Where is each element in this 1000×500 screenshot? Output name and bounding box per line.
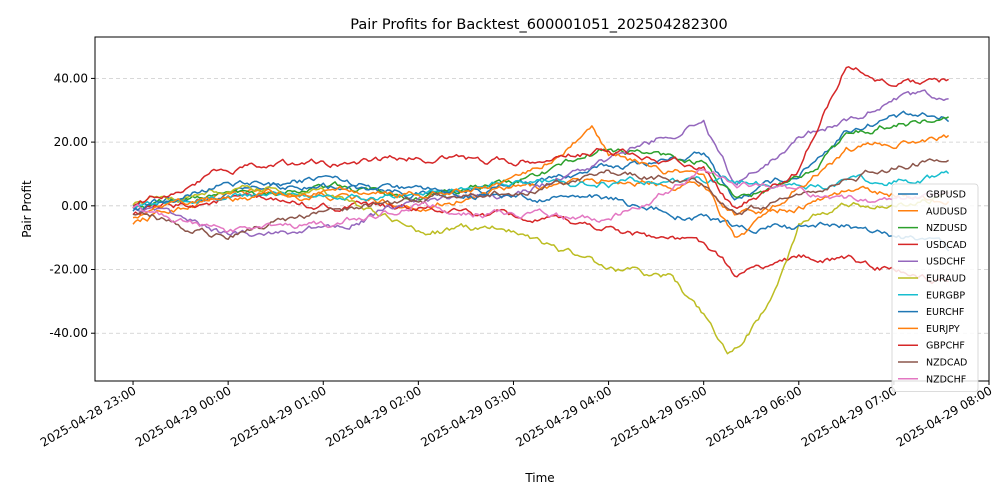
series-line-nzdusd bbox=[132, 116, 949, 210]
legend-label: AUDUSD bbox=[926, 206, 967, 217]
legend-item: EURJPY bbox=[898, 324, 960, 335]
series-line-eurgbp bbox=[133, 170, 950, 209]
series-line-nzdchf bbox=[132, 168, 949, 233]
y-tick-label: -20.00 bbox=[49, 263, 88, 277]
series-line-usdchf bbox=[132, 89, 949, 237]
legend-item: NZDCAD bbox=[898, 358, 967, 369]
series-line-eurchf bbox=[132, 180, 950, 252]
legend-label: NZDCHF bbox=[926, 374, 966, 385]
legend-item: NZDUSD bbox=[898, 223, 967, 234]
y-tick-label: -40.00 bbox=[49, 326, 88, 340]
y-axis: -40.00 -20.00 0.00 20.00 40.00 bbox=[49, 71, 95, 340]
legend-item: EURCHF bbox=[898, 307, 964, 318]
legend-label: EURJPY bbox=[926, 324, 960, 335]
legend-item: NZDCHF bbox=[898, 374, 966, 385]
legend-label: USDCHF bbox=[926, 257, 966, 268]
x-axis-title: Time bbox=[524, 471, 554, 485]
legend-item: USDCHF bbox=[898, 257, 966, 268]
series-line-gbpchf bbox=[132, 66, 949, 210]
legend-item: GBPUSD bbox=[898, 190, 966, 201]
series-line-eurjpy bbox=[132, 125, 950, 238]
legend: GBPUSD AUDUSD NZDUSD USDCAD USDCHF EURAUD EURG… bbox=[891, 183, 979, 393]
series-line-euraud bbox=[132, 184, 949, 355]
plot-frame bbox=[94, 36, 990, 382]
series-line-usdcad bbox=[132, 193, 949, 285]
y-axis-title: Pair Profit bbox=[20, 180, 34, 238]
legend-label: EURAUD bbox=[926, 274, 966, 285]
legend-item: EURGBP bbox=[898, 290, 965, 301]
legend-box bbox=[891, 183, 979, 393]
legend-label: EURCHF bbox=[926, 307, 964, 318]
chart-title: Pair Profits for Backtest_600001051_2025… bbox=[350, 17, 727, 33]
legend-label: EURGBP bbox=[926, 290, 965, 301]
legend-item: USDCAD bbox=[898, 240, 967, 251]
legend-item: GBPCHF bbox=[898, 341, 965, 352]
y-tick-label: 20.00 bbox=[54, 135, 88, 149]
y-tick-label: 0.00 bbox=[61, 199, 88, 213]
legend-label: NZDCAD bbox=[926, 358, 967, 369]
series-lines bbox=[132, 66, 950, 355]
legend-label: NZDUSD bbox=[926, 223, 967, 234]
legend-label: GBPCHF bbox=[926, 341, 965, 352]
legend-item: EURAUD bbox=[898, 274, 966, 285]
legend-label: USDCAD bbox=[926, 240, 967, 251]
legend-item: AUDUSD bbox=[898, 206, 967, 217]
legend-label: GBPUSD bbox=[926, 190, 966, 201]
y-tick-label: 40.00 bbox=[54, 71, 88, 85]
